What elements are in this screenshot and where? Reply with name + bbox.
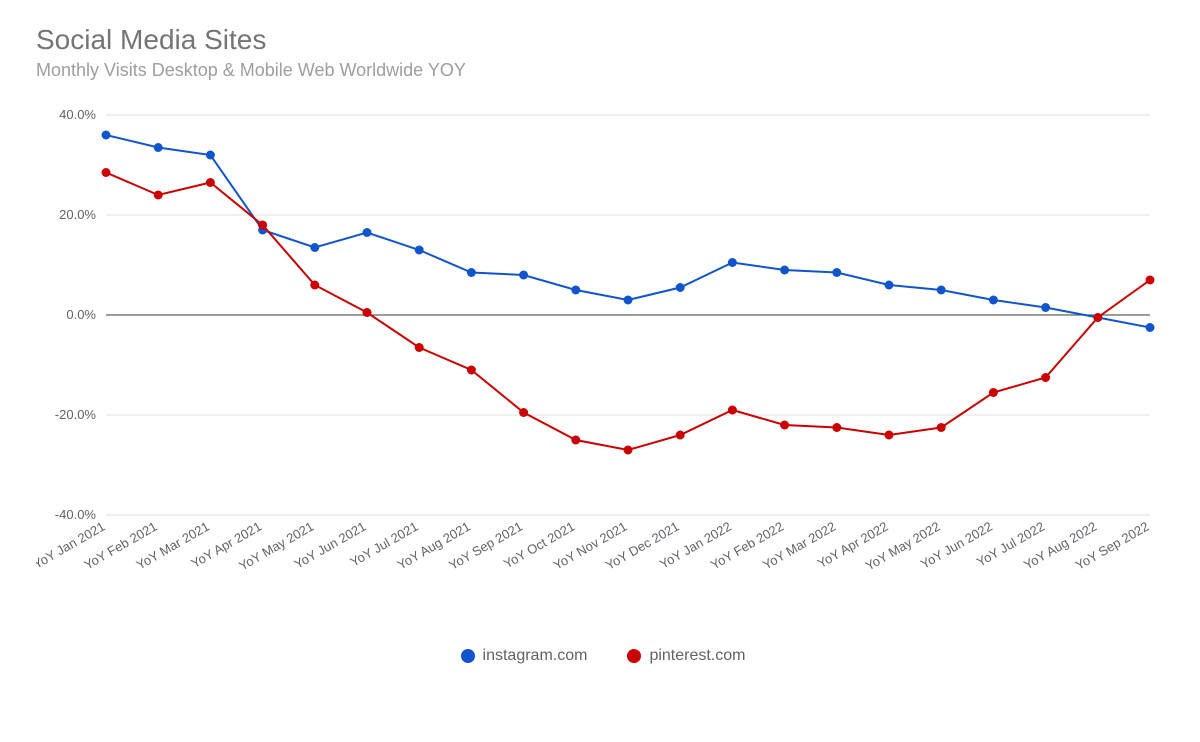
series-marker	[1146, 276, 1155, 285]
series-marker	[989, 296, 998, 305]
series-marker	[937, 286, 946, 295]
series-marker	[1093, 313, 1102, 322]
series-marker	[1041, 373, 1050, 382]
line-chart-svg: -40.0%-20.0%0.0%20.0%40.0%YoY Jan 2021Yo…	[36, 105, 1170, 635]
series-marker	[154, 191, 163, 200]
series-marker	[832, 268, 841, 277]
series-marker	[519, 271, 528, 280]
series-marker	[102, 131, 111, 140]
series-marker	[206, 178, 215, 187]
series-marker	[780, 266, 789, 275]
series-marker	[571, 286, 580, 295]
y-tick-label: -20.0%	[55, 407, 97, 422]
series-marker	[415, 343, 424, 352]
series-marker	[676, 431, 685, 440]
series-marker	[989, 388, 998, 397]
series-marker	[363, 228, 372, 237]
legend-item: instagram.com	[461, 647, 588, 665]
series-marker	[102, 168, 111, 177]
series-marker	[676, 283, 685, 292]
series-marker	[310, 243, 319, 252]
chart-container: Social Media Sites Monthly Visits Deskto…	[0, 0, 1200, 742]
y-tick-label: -40.0%	[55, 507, 97, 522]
series-marker	[258, 221, 267, 230]
series-marker	[206, 151, 215, 160]
series-marker	[467, 268, 476, 277]
chart-title: Social Media Sites	[36, 24, 1170, 56]
series-marker	[937, 423, 946, 432]
legend-swatch	[627, 649, 641, 663]
series-marker	[571, 436, 580, 445]
series-line-pinterest.com	[106, 173, 1150, 451]
series-marker	[1146, 323, 1155, 332]
y-tick-label: 40.0%	[59, 107, 96, 122]
legend-swatch	[461, 649, 475, 663]
series-marker	[1041, 303, 1050, 312]
series-marker	[154, 143, 163, 152]
series-marker	[780, 421, 789, 430]
series-marker	[415, 246, 424, 255]
series-marker	[885, 281, 894, 290]
y-tick-label: 0.0%	[66, 307, 96, 322]
series-marker	[310, 281, 319, 290]
legend-label: pinterest.com	[649, 647, 745, 665]
y-tick-label: 20.0%	[59, 207, 96, 222]
series-marker	[885, 431, 894, 440]
series-marker	[728, 258, 737, 267]
series-marker	[624, 296, 633, 305]
chart-subtitle: Monthly Visits Desktop & Mobile Web Worl…	[36, 60, 1170, 81]
series-marker	[363, 308, 372, 317]
series-marker	[467, 366, 476, 375]
series-marker	[832, 423, 841, 432]
series-marker	[519, 408, 528, 417]
legend: instagram.com pinterest.com	[36, 647, 1170, 665]
series-marker	[728, 406, 737, 415]
series-marker	[624, 446, 633, 455]
plot-area: -40.0%-20.0%0.0%20.0%40.0%YoY Jan 2021Yo…	[36, 105, 1170, 635]
legend-item: pinterest.com	[627, 647, 745, 665]
legend-label: instagram.com	[483, 647, 588, 665]
